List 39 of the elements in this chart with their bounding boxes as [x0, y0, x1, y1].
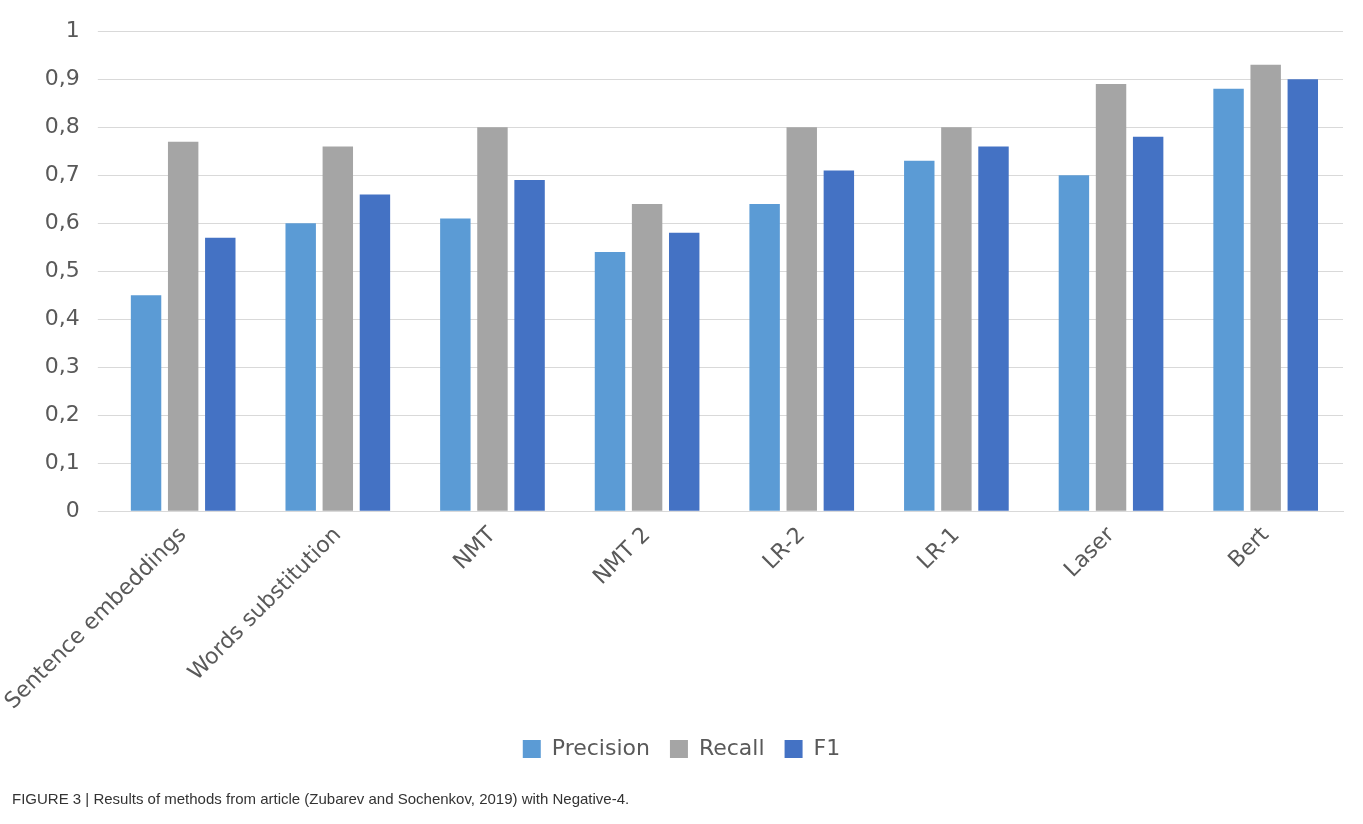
y-tick-label: 0,4 — [44, 305, 80, 331]
bar — [359, 194, 391, 511]
bar — [1132, 136, 1164, 511]
y-tick-label: 0,5 — [44, 256, 80, 282]
bar — [823, 170, 855, 511]
y-tick-label: 0,9 — [44, 64, 80, 90]
bar — [786, 127, 817, 511]
bar — [749, 204, 780, 511]
bar — [904, 160, 935, 511]
bar — [205, 237, 236, 511]
bar — [322, 146, 354, 511]
bar — [941, 127, 972, 511]
legend-label: Precision — [551, 734, 650, 760]
y-tick-label: 0,8 — [44, 112, 80, 138]
bar — [167, 141, 199, 511]
bar — [669, 232, 700, 511]
bar — [1095, 84, 1127, 511]
bar — [285, 223, 316, 511]
y-tick-label: 1 — [65, 16, 80, 42]
bar — [1058, 175, 1090, 511]
bar — [1250, 64, 1281, 511]
caption: FIGURE 3 | Results of methods from article (Zubarev and Sochenkov, 2019) with Negative-4. — [12, 790, 630, 807]
legend-label: F1 — [813, 734, 841, 760]
y-tick-label: 0 — [65, 497, 80, 523]
bar — [631, 204, 663, 511]
bar — [594, 252, 626, 511]
legend-label: Recall — [698, 734, 765, 760]
y-tick-label: 0,1 — [44, 449, 80, 475]
bar — [440, 218, 471, 511]
y-tick-label: 0,2 — [44, 401, 80, 427]
y-tick-label: 0,3 — [44, 353, 80, 379]
y-tick-label: 0,6 — [44, 208, 80, 234]
bar — [1213, 88, 1244, 511]
bar — [978, 146, 1009, 511]
y-tick-label: 0,7 — [44, 160, 80, 186]
bar — [1287, 79, 1319, 511]
bar — [514, 180, 545, 511]
bar — [477, 127, 508, 511]
bar — [130, 295, 162, 511]
